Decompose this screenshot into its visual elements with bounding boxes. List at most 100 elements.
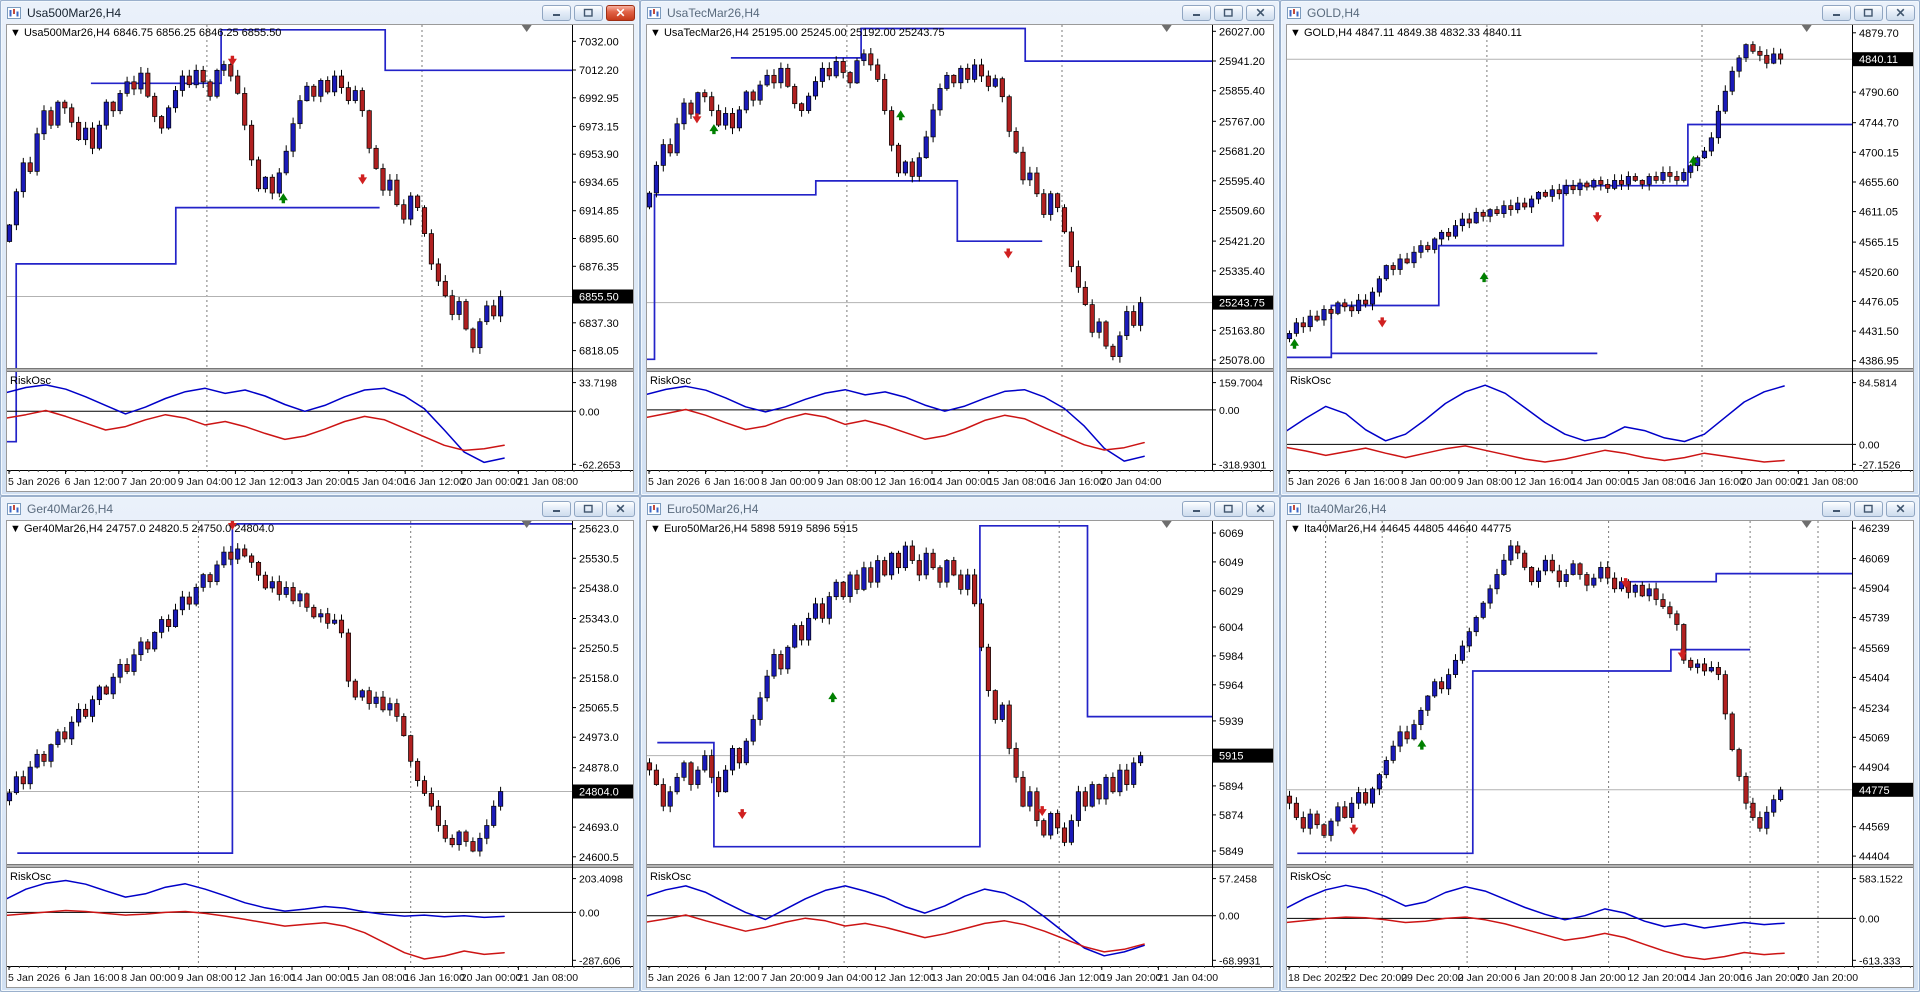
pane-splitter[interactable] — [6, 864, 634, 868]
time-tick-label: 15 Jan 04:00 — [988, 972, 1049, 984]
price-axis[interactable]: 25623.0 25530.5 25438.0 25343.0 25250.5 25158… — [6, 520, 634, 967]
pane-splitter[interactable] — [1286, 864, 1914, 868]
restore-button[interactable] — [574, 4, 603, 21]
pane-splitter[interactable] — [646, 864, 1274, 868]
price-tick-label: 4655.60 — [1859, 177, 1899, 189]
oscillator-tick-label: 159.7004 — [1219, 378, 1263, 390]
chart-canvas-usatecmar26[interactable]: ▼ UsaTecMar26,H4 25195.00 25245.00 25192… — [646, 24, 1274, 492]
price-tick-label: 25623.0 — [579, 524, 619, 536]
price-axis[interactable]: 7032.00 7012.20 6992.95 6973.15 6953.90 6934.… — [6, 24, 634, 471]
oscillator-tick-label: -613.333 — [1859, 955, 1901, 967]
price-tick-label: 25163.80 — [1219, 325, 1265, 337]
risk-oscillator-pane: RiskOsc — [1286, 375, 1852, 463]
oscillator-tick-label: -287.606 — [579, 955, 621, 967]
window-titlebar[interactable]: UsaTecMar26,H4 — [641, 1, 1279, 23]
minimize-button[interactable] — [1822, 4, 1851, 21]
time-tick-label: 16 Jan 12:00 — [404, 476, 465, 488]
price-tick-label: 24973.0 — [579, 732, 619, 744]
price-axis[interactable]: 6069 6049 6029 6004 5984 5964 5939 5894 5874 5849… — [646, 520, 1274, 967]
chart-shift-marker[interactable] — [521, 521, 532, 528]
ohlc-header: ▼ GOLD,H4 4847.11 4849.38 4832.33 4840.1… — [1290, 27, 1522, 39]
window-titlebar[interactable]: Ger40Mar26,H4 — [1, 497, 639, 519]
chart-canvas-usa500mar26[interactable]: ▼ Usa500Mar26,H4 6846.75 6856.25 6846.25… — [6, 24, 634, 492]
window-titlebar[interactable]: Usa500Mar26,H4 — [1, 1, 639, 23]
close-button[interactable] — [1886, 4, 1915, 21]
chart-shift-marker[interactable] — [1801, 25, 1812, 32]
current-price-box: 25243.75 — [1213, 295, 1273, 310]
window-titlebar[interactable]: GOLD,H4 — [1281, 1, 1919, 23]
price-tick-label: 6973.15 — [579, 121, 619, 133]
chart-area: ▼ Euro50Mar26,H4 5898 5919 5896 5915 Risk… — [646, 520, 1274, 988]
window-titlebar[interactable]: Ita40Mar26,H4 — [1281, 497, 1919, 519]
restore-button[interactable] — [1214, 500, 1243, 517]
close-button[interactable] — [1246, 500, 1275, 517]
time-axis[interactable]: 5 Jan 2026 6 Jan 12:00 7 Jan 20:00 9 Jan 04… — [8, 470, 631, 488]
chart-window-euro50mar26: Euro50Mar26,H4 ▼ Euro50Mar26,H4 5898 591… — [640, 496, 1280, 992]
current-price-box: 44775 — [1853, 782, 1913, 797]
price-tick-label: 6953.90 — [579, 149, 619, 161]
chart-shift-marker[interactable] — [1801, 521, 1812, 528]
price-axis[interactable]: 26027.00 25941.20 25855.40 25767.00 25681.20… — [646, 24, 1274, 471]
pane-splitter[interactable] — [646, 368, 1274, 372]
minimize-button[interactable] — [1822, 500, 1851, 517]
oscillator-tick-label: 84.5814 — [1859, 378, 1897, 390]
chart-shift-marker[interactable] — [1161, 521, 1172, 528]
current-price-box: 5915 — [1213, 748, 1273, 763]
time-tick-label: 6 Jan 20:00 — [1514, 972, 1569, 984]
price-tick-label: 44904 — [1859, 762, 1890, 774]
window-titlebar[interactable]: Euro50Mar26,H4 — [641, 497, 1279, 519]
time-axis[interactable]: 5 Jan 2026 6 Jan 12:00 7 Jan 20:00 9 Jan 04… — [648, 966, 1271, 984]
close-button[interactable] — [606, 500, 635, 517]
close-button[interactable] — [1886, 500, 1915, 517]
price-tick-label: 4520.60 — [1859, 267, 1899, 279]
ohlc-header: ▼ Usa500Mar26,H4 6846.75 6856.25 6846.25… — [10, 27, 281, 39]
chart-canvas-ita40mar26[interactable]: ▼ Ita40Mar26,H4 44645 44805 44640 44775 R… — [1286, 520, 1914, 988]
time-tick-label: 18 Dec 2025 — [1288, 972, 1348, 984]
close-button[interactable] — [606, 4, 635, 21]
restore-button[interactable] — [574, 500, 603, 517]
price-tick-label: 5874 — [1219, 810, 1243, 822]
minimize-button[interactable] — [542, 4, 571, 21]
chart-window-icon — [7, 502, 22, 516]
chart-shift-marker[interactable] — [521, 25, 532, 32]
restore-button[interactable] — [1854, 500, 1883, 517]
minimize-button[interactable] — [542, 500, 571, 517]
price-axis[interactable]: 4879.70 4790.60 4744.70 4700.15 4655.60 4611.… — [1286, 24, 1914, 471]
oscillator-tick-label: 583.1522 — [1859, 874, 1903, 886]
risk-oscillator-pane: RiskOsc — [6, 871, 572, 960]
price-tick-label: 6029 — [1219, 586, 1243, 598]
chart-canvas-ger40mar26[interactable]: ▼ Ger40Mar26,H4 24757.0 24820.5 24750.0 … — [6, 520, 634, 988]
close-button[interactable] — [1246, 4, 1275, 21]
time-tick-label: 6 Jan 16:00 — [1345, 476, 1400, 488]
price-tick-label: 25250.5 — [579, 643, 619, 655]
pane-splitter[interactable] — [6, 368, 634, 372]
signal-arrows — [692, 110, 1013, 259]
chart-shift-marker[interactable] — [1161, 25, 1172, 32]
trend-stop-lines — [6, 28, 572, 443]
chart-canvas-gold[interactable]: ▼ GOLD,H4 4847.11 4849.38 4832.33 4840.1… — [1286, 24, 1914, 492]
time-axis[interactable]: 5 Jan 2026 6 Jan 16:00 8 Jan 00:00 9 Jan 08… — [648, 470, 1271, 488]
minimize-button[interactable] — [1182, 500, 1211, 517]
ohlc-header: ▼ Ger40Mar26,H4 24757.0 24820.5 24750.0 … — [10, 523, 274, 535]
pane-splitter[interactable] — [1286, 368, 1914, 372]
chart-canvas-euro50mar26[interactable]: ▼ Euro50Mar26,H4 5898 5919 5896 5915 Risk… — [646, 520, 1274, 988]
trend-stop-lines — [1286, 123, 1852, 359]
risk-oscillator-pane: RiskOsc — [1286, 871, 1852, 961]
time-tick-label: 19 Jan 20:00 — [1101, 972, 1162, 984]
restore-button[interactable] — [1854, 4, 1883, 21]
chart-window-ger40mar26: Ger40Mar26,H4 ▼ Ger40Mar26,H4 24757.0 24… — [0, 496, 640, 992]
time-tick-label: 13 Jan 20:00 — [291, 476, 352, 488]
current-price-label: 5915 — [1219, 751, 1243, 763]
time-tick-label: 5 Jan 2026 — [1288, 476, 1340, 488]
signal-arrows — [1289, 155, 1699, 349]
time-tick-label: 5 Jan 2026 — [8, 476, 60, 488]
minimize-button[interactable] — [1182, 4, 1211, 21]
price-tick-label: 5894 — [1219, 781, 1243, 793]
time-axis[interactable]: 5 Jan 2026 6 Jan 16:00 8 Jan 00:00 9 Jan 08… — [8, 966, 631, 984]
time-tick-label: 20 Jan 00:00 — [461, 972, 522, 984]
price-tick-label: 6004 — [1219, 622, 1243, 634]
time-tick-label: 8 Jan 00:00 — [1401, 476, 1456, 488]
restore-button[interactable] — [1214, 4, 1243, 21]
time-axis[interactable]: 5 Jan 2026 6 Jan 16:00 8 Jan 00:00 9 Jan 08… — [1288, 470, 1911, 488]
